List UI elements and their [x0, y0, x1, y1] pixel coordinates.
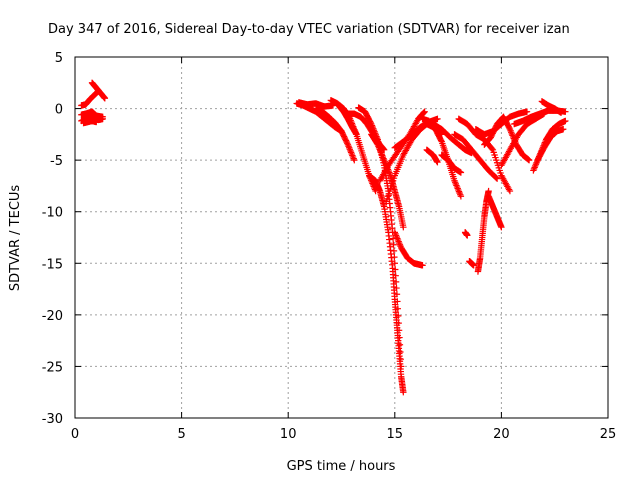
- data-point: [560, 126, 567, 133]
- data-point: [93, 118, 100, 126]
- data-point: [557, 109, 565, 116]
- data-point: [400, 223, 407, 231]
- data-point: [353, 131, 360, 138]
- y-axis-label: SDTVAR / TECUs: [8, 185, 23, 292]
- y-tick-label: 0: [55, 103, 63, 118]
- data-point: [464, 232, 471, 239]
- data-point: [562, 108, 569, 115]
- data-point: [99, 113, 106, 121]
- x-tick-label: 20: [493, 427, 510, 442]
- data-point: [506, 124, 513, 132]
- plot-frame: [74, 56, 609, 419]
- x-tick-label: 5: [177, 427, 185, 442]
- x-tick-label: 0: [71, 427, 79, 442]
- series-arc-aa: [472, 108, 531, 138]
- series-arc-e: [80, 117, 100, 127]
- series-arc-u: [451, 131, 501, 182]
- series-arc-h: [312, 105, 358, 164]
- data-point: [419, 262, 426, 269]
- series-arc-ag: [534, 126, 567, 164]
- series-arc-j: [336, 103, 360, 138]
- y-tick-label: -10: [42, 206, 63, 221]
- data-point: [488, 145, 496, 152]
- data-point: [493, 175, 501, 182]
- y-tick-label: 5: [55, 51, 63, 66]
- y-tick-label: -5: [50, 154, 63, 169]
- data-point: [367, 119, 374, 127]
- series-arc-m: [366, 172, 407, 396]
- x-tick-label: 25: [600, 427, 617, 442]
- data-point: [101, 95, 109, 102]
- y-tick-label: -30: [42, 412, 63, 427]
- data-point: [351, 156, 358, 164]
- y-tick-label: -15: [42, 257, 63, 272]
- data-point: [523, 108, 531, 115]
- data-point: [390, 241, 397, 248]
- data-point: [434, 159, 441, 166]
- data-point: [397, 348, 404, 356]
- y-tick-label: -25: [42, 360, 63, 375]
- data-point: [562, 117, 569, 125]
- series-arc-ab: [481, 113, 533, 164]
- series-arc-o: [391, 229, 426, 269]
- data-point: [525, 156, 533, 164]
- series-arc-v: [461, 229, 471, 239]
- data-point: [400, 389, 407, 396]
- series-arc-b: [78, 108, 106, 121]
- data-point: [437, 137, 445, 144]
- data-point: [420, 109, 427, 117]
- y-tick-label: -20: [42, 309, 63, 324]
- chart-title: Day 347 of 2016, Sidereal Day-to-day VTE…: [48, 22, 570, 37]
- series-arc-w: [466, 258, 477, 269]
- x-tick-label: 10: [280, 427, 297, 442]
- series-arc-c: [78, 87, 102, 109]
- data-point: [498, 223, 505, 231]
- series-arc-ae: [538, 98, 565, 116]
- axis-ticks: 0 5 10 15 20 25 5 0 -5 -10 -15 -20 -25 -30: [42, 51, 617, 442]
- data-point: [421, 108, 428, 115]
- data-point: [457, 193, 465, 200]
- series-arc-ai: [423, 146, 441, 166]
- series-arc-d: [88, 79, 109, 102]
- data-point: [457, 169, 465, 176]
- data-point: [434, 115, 441, 123]
- x-tick-label: 15: [387, 427, 404, 442]
- series-arc-y: [485, 193, 505, 231]
- x-axis-label: GPS time / hours: [287, 459, 396, 474]
- data-point: [493, 174, 500, 182]
- data-point: [344, 140, 351, 147]
- data-point: [420, 109, 428, 116]
- data-points: [78, 79, 569, 396]
- data-point: [506, 187, 514, 195]
- series-arc-ah: [438, 151, 465, 176]
